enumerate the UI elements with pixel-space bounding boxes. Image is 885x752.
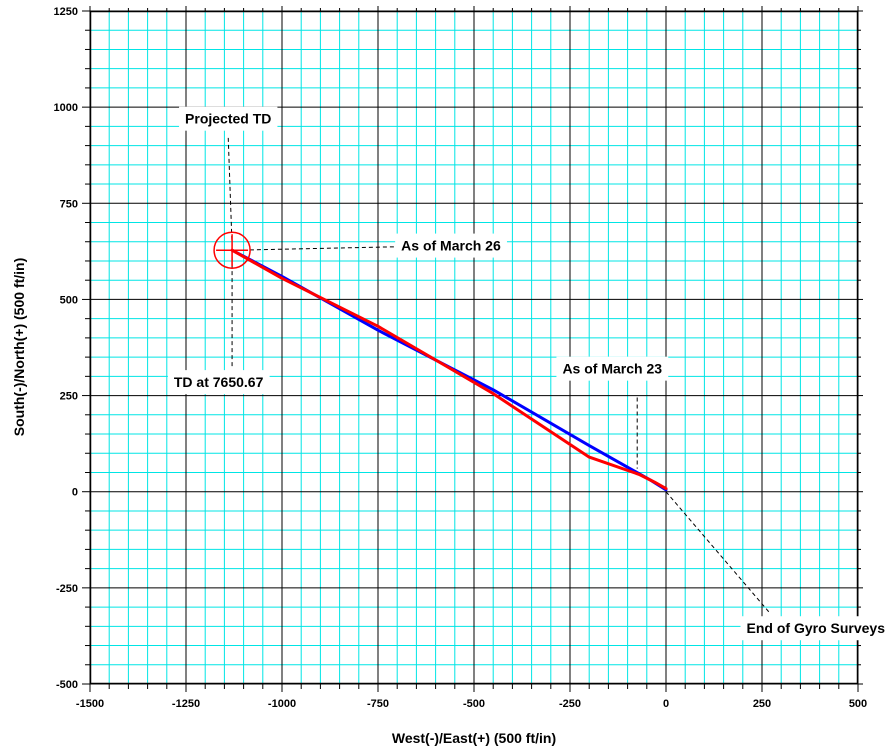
leader-line — [665, 491, 771, 614]
x-tick-label: 250 — [753, 698, 771, 710]
annotation-label: As of March 23 — [562, 361, 662, 377]
y-tick-labels: -500 -250 0 250 500 750 1000 1250 — [54, 6, 78, 691]
x-tick-label: -1250 — [172, 698, 200, 710]
x-tick-label: -750 — [367, 698, 389, 710]
y-tick-label: 0 — [72, 487, 78, 499]
annotation: TD at 7650.67 — [167, 370, 270, 395]
x-tick-label: -500 — [463, 698, 485, 710]
leader-line — [235, 245, 451, 251]
y-tick-label: 250 — [60, 391, 78, 403]
x-tick-label: -1500 — [76, 698, 104, 710]
plot-frame — [89, 10, 859, 685]
annotation: As of March 26 — [395, 233, 507, 258]
annotation-bg — [556, 356, 669, 381]
annotation-label: As of March 26 — [401, 238, 501, 254]
x-tick-labels: -1500 -1250 -1000 -750 -500 -250 0 250 500 — [76, 698, 867, 710]
annotation-label: End of Gyro Surveys — [747, 620, 885, 636]
target-circle — [213, 231, 251, 269]
annotation-bg — [740, 616, 885, 641]
annotation-bg — [179, 106, 278, 131]
annotation: End of Gyro Surveys — [740, 616, 885, 641]
annotations: Projected TD As of March 26 TD at 7650.67 A… — [167, 106, 885, 641]
y-tick-label: 1250 — [54, 6, 78, 18]
y-tick-label: -500 — [56, 679, 78, 691]
x-tick-label: 500 — [849, 698, 867, 710]
x-tick-label: -250 — [559, 698, 581, 710]
annotation: Projected TD — [179, 106, 278, 131]
annotation-label: TD at 7650.67 — [174, 374, 264, 390]
x-axis-title: West(-)/East(+) (500 ft/in) — [392, 730, 556, 746]
annotation: As of March 23 — [556, 356, 669, 381]
x-tick-label: -1000 — [268, 698, 296, 710]
annotation-bg — [395, 233, 507, 258]
annotation-leaders — [227, 137, 771, 614]
series-line-2 — [230, 248, 668, 491]
axis-ticks — [82, 6, 863, 692]
annotation-label: Projected TD — [185, 111, 271, 127]
y-tick-label: 1000 — [54, 102, 78, 114]
y-tick-label: -250 — [56, 583, 78, 595]
y-axis-title: South(-)/North(+) (500 ft/in) — [11, 258, 27, 436]
leader-line — [227, 137, 233, 246]
annotation-bg — [167, 370, 270, 395]
target-marker — [213, 231, 251, 269]
y-tick-label: 750 — [60, 198, 78, 210]
x-tick-label: 0 — [663, 698, 669, 710]
y-tick-label: 500 — [60, 294, 78, 306]
series-layer — [230, 248, 668, 492]
